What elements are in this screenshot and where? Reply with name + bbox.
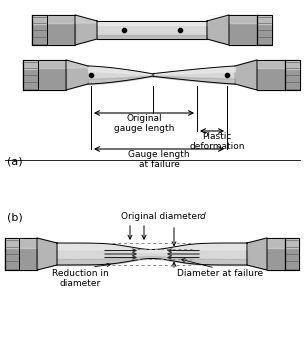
Text: Gauge length
at failure: Gauge length at failure	[128, 150, 190, 170]
Polygon shape	[32, 15, 47, 45]
Polygon shape	[47, 15, 75, 45]
Text: Plastic
deformation: Plastic deformation	[189, 132, 245, 151]
Polygon shape	[257, 60, 285, 90]
Polygon shape	[285, 238, 299, 270]
Polygon shape	[229, 15, 257, 45]
Text: (b): (b)	[7, 212, 23, 222]
Polygon shape	[267, 238, 285, 270]
Polygon shape	[5, 238, 19, 270]
Polygon shape	[235, 60, 257, 90]
Polygon shape	[37, 238, 57, 270]
Polygon shape	[207, 15, 229, 45]
Text: Original
gauge length: Original gauge length	[114, 114, 174, 134]
Polygon shape	[38, 60, 66, 90]
Text: (a): (a)	[7, 157, 23, 167]
Text: d: d	[200, 212, 206, 221]
Polygon shape	[66, 60, 88, 90]
Polygon shape	[257, 15, 272, 45]
Polygon shape	[19, 238, 37, 270]
Polygon shape	[23, 60, 38, 90]
Text: Diameter at failure: Diameter at failure	[177, 269, 263, 278]
Text: Reduction in
diameter: Reduction in diameter	[52, 269, 108, 288]
Text: Original diameter: Original diameter	[121, 212, 203, 221]
Polygon shape	[285, 60, 300, 90]
Polygon shape	[75, 15, 97, 45]
Polygon shape	[247, 238, 267, 270]
